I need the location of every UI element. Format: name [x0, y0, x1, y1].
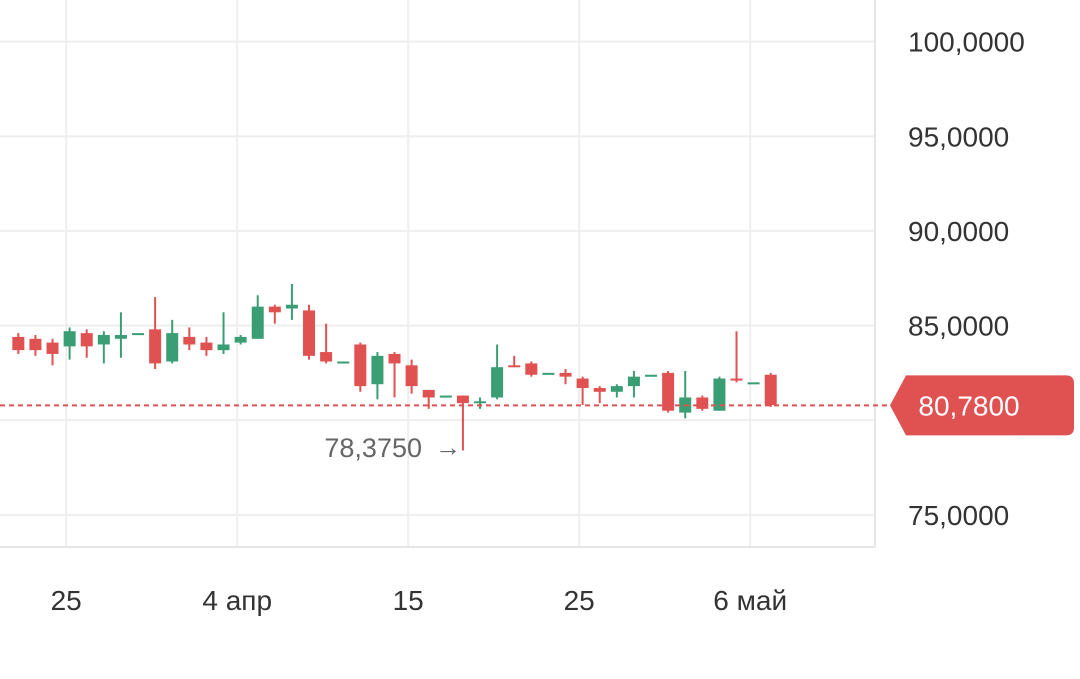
annotations: 80,7800 78,3750 → [0, 375, 1074, 463]
candle-body [559, 372, 572, 377]
candle-body [610, 386, 623, 392]
y-tick-label: 100,0000 [908, 27, 1025, 58]
candle-body [97, 335, 110, 345]
candle-body [149, 329, 162, 364]
candle-body [525, 363, 538, 375]
candle-body [491, 367, 504, 398]
candle-body [268, 306, 281, 313]
candle-body [388, 353, 401, 364]
candle-body [114, 335, 127, 339]
x-tick-label: 15 [393, 585, 424, 616]
candle-body [730, 378, 743, 381]
candle-body [303, 310, 316, 356]
candle-body [337, 361, 350, 364]
candle-body [439, 395, 452, 398]
candle-body [371, 355, 384, 385]
candle-body [576, 378, 589, 389]
candle-body [405, 365, 418, 387]
y-tick-label: 90,0000 [908, 216, 1009, 247]
candle-body [166, 333, 179, 362]
candle-body [764, 374, 777, 406]
candle-body [29, 338, 42, 351]
x-tick-label: 25 [51, 585, 82, 616]
candles [12, 283, 777, 451]
candle-body [627, 376, 640, 387]
candle-body [80, 333, 93, 347]
candle-body [696, 397, 709, 409]
candle-body [234, 336, 247, 343]
y-tick-label: 75,0000 [908, 500, 1009, 531]
y-tick-label: 95,0000 [908, 121, 1009, 152]
y-axis: 100,0000 95,0000 90,0000 85,0000 75,0000 [908, 27, 1025, 531]
candle-body [46, 342, 59, 354]
grid [0, 0, 876, 548]
candle-body [645, 374, 658, 377]
candle-body [320, 352, 333, 362]
candle-body [132, 333, 145, 336]
candle-body [251, 306, 264, 339]
candle-body [713, 378, 726, 411]
x-axis: 25 4 апр 15 25 6 май [51, 585, 787, 616]
arrow-right-icon: → [435, 432, 461, 462]
candle-body [456, 395, 469, 404]
candle-body [183, 336, 196, 345]
candle-body [354, 344, 367, 387]
candle-body [217, 344, 230, 351]
candle-body [285, 304, 298, 309]
candle-body [662, 372, 675, 411]
x-tick-label: 4 апр [202, 585, 272, 616]
candle-body [593, 388, 606, 392]
min-price-annotation: 78,3750 [324, 433, 422, 463]
candle-body [474, 401, 487, 404]
candle-body [508, 365, 521, 368]
candle-body [542, 372, 555, 375]
x-tick-label: 6 май [713, 585, 787, 616]
x-tick-label: 25 [564, 585, 595, 616]
current-price-badge [890, 375, 1074, 436]
y-tick-label: 85,0000 [908, 311, 1009, 342]
candle-body [200, 342, 213, 351]
candle-body [747, 382, 760, 385]
candle-body [63, 331, 76, 347]
candle-body [422, 389, 435, 398]
current-price-label: 80,7800 [918, 390, 1019, 421]
candle-body [12, 336, 25, 351]
